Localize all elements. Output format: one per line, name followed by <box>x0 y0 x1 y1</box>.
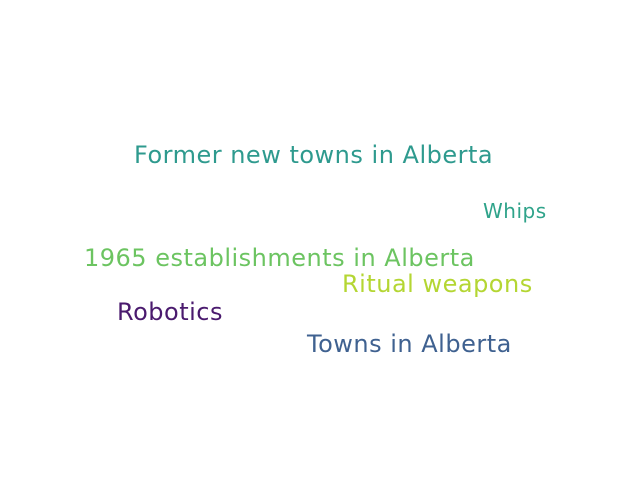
word-towns-in-alberta: Towns in Alberta <box>307 330 512 358</box>
word-former-new-towns-in-alberta: Former new towns in Alberta <box>134 141 494 169</box>
word-ritual-weapons: Ritual weapons <box>342 270 533 298</box>
word-whips: Whips <box>483 199 547 223</box>
word-1965-establishments-in-alberta: 1965 establishments in Alberta <box>84 244 475 272</box>
word-robotics: Robotics <box>117 298 223 326</box>
